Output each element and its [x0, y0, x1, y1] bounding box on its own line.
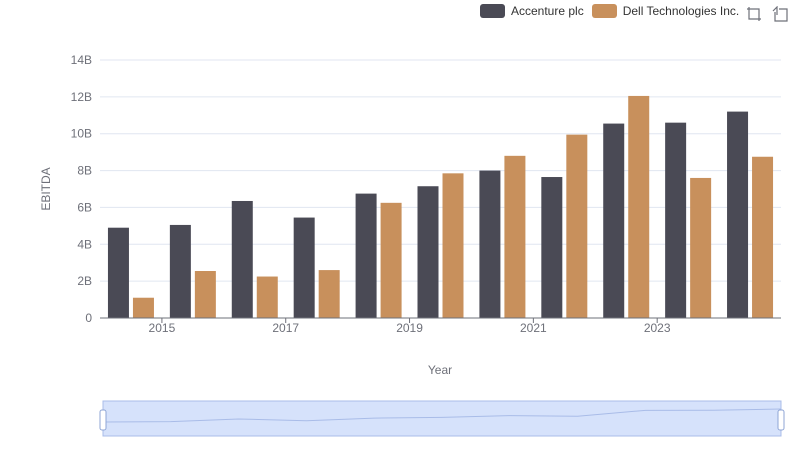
y-tick-label: 8B: [77, 164, 92, 178]
legend: Accenture plc Dell Technologies Inc.: [480, 4, 739, 18]
legend-label-dell: Dell Technologies Inc.: [622, 4, 740, 18]
slider-handle-right[interactable]: [777, 409, 785, 431]
x-tick-label: 2023: [644, 321, 671, 335]
bar-dell-2020[interactable]: [504, 155, 526, 318]
y-tick-label: 2B: [77, 274, 92, 288]
data-zoom-slider[interactable]: [99, 400, 785, 437]
bar-accenture-2024[interactable]: [727, 111, 749, 318]
legend-item-dell[interactable]: Dell Technologies Inc.: [591, 4, 740, 18]
bar-accenture-2022[interactable]: [603, 123, 625, 318]
x-tick-label: 2021: [520, 321, 547, 335]
bar-accenture-2023[interactable]: [665, 122, 687, 319]
x-axis-title: Year: [428, 363, 452, 377]
bar-dell-2019[interactable]: [442, 173, 464, 318]
bar-dell-2023[interactable]: [690, 177, 712, 318]
bar-dell-2022[interactable]: [628, 95, 650, 318]
legend-item-accenture[interactable]: Accenture plc: [480, 4, 584, 18]
toolbox: [746, 6, 788, 22]
bar-dell-2016[interactable]: [256, 276, 278, 318]
bar-dell-2015[interactable]: [194, 271, 216, 318]
bars: [107, 95, 774, 319]
slider-preview-line: [102, 408, 782, 423]
y-tick-label: 12B: [71, 90, 92, 104]
y-tick-label: 4B: [77, 237, 92, 251]
legend-swatch-dell: [591, 4, 617, 18]
y-tick-label: 10B: [71, 127, 92, 141]
y-tick-label: 6B: [77, 200, 92, 214]
legend-label-accenture: Accenture plc: [511, 4, 584, 18]
y-axis-title: EBITDA: [39, 167, 53, 210]
bar-accenture-2016[interactable]: [231, 200, 253, 318]
bar-accenture-2019[interactable]: [417, 186, 439, 318]
x-tick-label: 2015: [149, 321, 176, 335]
bar-dell-2021[interactable]: [566, 134, 588, 318]
bar-accenture-2018[interactable]: [355, 193, 377, 318]
zoom-icon[interactable]: [746, 6, 762, 22]
bar-accenture-2021[interactable]: [541, 177, 563, 318]
bar-dell-2018[interactable]: [380, 202, 402, 318]
x-tick-label: 2017: [272, 321, 299, 335]
slider-handle-left[interactable]: [99, 409, 107, 431]
y-tick-label: 14B: [71, 53, 92, 67]
slider-background: [102, 400, 782, 437]
bar-dell-2024[interactable]: [752, 156, 774, 318]
bar-accenture-2020[interactable]: [479, 170, 501, 318]
bar-accenture-2015[interactable]: [169, 224, 191, 318]
y-axis-ticks: 0 2B 4B 6B 8B 10B 12B 14B: [71, 53, 93, 325]
bar-accenture-2017[interactable]: [293, 217, 315, 318]
x-tick-label: 2019: [396, 321, 423, 335]
legend-swatch-accenture: [480, 4, 505, 18]
restore-icon[interactable]: [772, 6, 788, 22]
y-tick-label: 0: [85, 311, 92, 325]
bar-dell-2017[interactable]: [318, 270, 340, 318]
bar-accenture-2014[interactable]: [107, 227, 129, 318]
bar-dell-2014[interactable]: [132, 297, 154, 318]
x-axis-ticks: 2015 2017 2019 2021 2023: [149, 318, 671, 335]
